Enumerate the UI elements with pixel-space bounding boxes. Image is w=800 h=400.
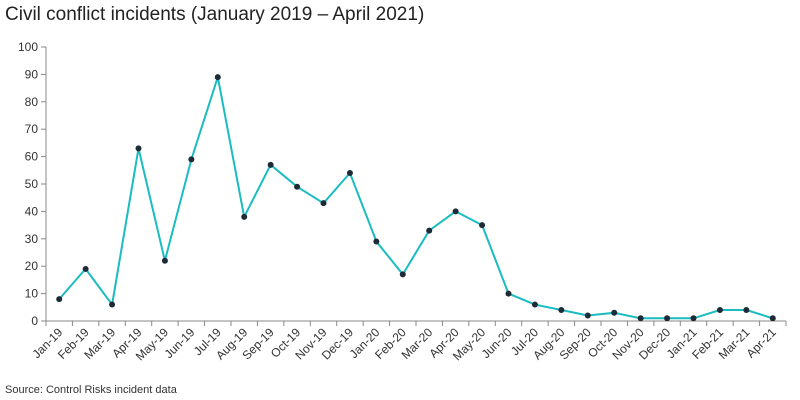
data-point: [135, 145, 142, 152]
chart-source: Source: Control Risks incident data: [5, 384, 177, 396]
y-tick-label: 0: [31, 314, 38, 328]
x-tick-label: Apr-21: [744, 325, 780, 361]
series-line: [58, 76, 774, 320]
data-point: [664, 315, 671, 322]
data-point: [769, 315, 776, 322]
x-tick-label: Jun-20: [479, 325, 515, 361]
data-point: [426, 227, 433, 234]
data-point: [373, 238, 380, 245]
data-point: [637, 315, 644, 322]
data-point: [346, 170, 353, 177]
data-point: [188, 156, 195, 163]
y-tick-label: 100: [18, 40, 38, 54]
data-point: [716, 307, 723, 314]
data-point: [320, 200, 327, 207]
y-tick-label: 10: [25, 287, 39, 301]
x-axis-ticks: Jan-19Feb-19Mar-19Apr-19May-19Jun-19Jul-…: [29, 321, 787, 363]
data-point: [558, 307, 565, 314]
data-point: [82, 265, 89, 272]
y-axis-ticks: 0 10 20 30 40 50 60 70 80 90 100: [18, 40, 46, 328]
data-point: [399, 271, 406, 278]
x-tick-label: Jun-19: [162, 325, 198, 361]
y-tick-label: 70: [25, 122, 39, 136]
data-point: [109, 301, 116, 308]
y-tick-label: 30: [25, 232, 39, 246]
data-point: [584, 312, 591, 319]
data-points: [56, 74, 776, 322]
axes: [45, 47, 786, 322]
data-point: [241, 213, 248, 220]
y-tick-label: 20: [25, 259, 39, 273]
y-tick-label: 90: [25, 67, 39, 81]
y-tick-label: 40: [25, 204, 39, 218]
data-point: [452, 208, 459, 215]
data-point: [214, 74, 221, 81]
data-point: [294, 183, 301, 190]
data-point: [56, 296, 63, 303]
y-tick-label: 60: [25, 150, 39, 164]
data-point: [690, 315, 697, 322]
data-point: [611, 309, 618, 316]
data-point: [743, 307, 750, 314]
data-point: [531, 301, 538, 308]
data-point: [479, 222, 486, 229]
data-point: [161, 257, 168, 264]
chart-title: Civil conflict incidents (January 2019 –…: [5, 4, 425, 25]
data-point: [267, 161, 274, 168]
y-tick-label: 50: [25, 177, 39, 191]
data-point: [505, 290, 512, 297]
y-tick-label: 80: [25, 95, 39, 109]
